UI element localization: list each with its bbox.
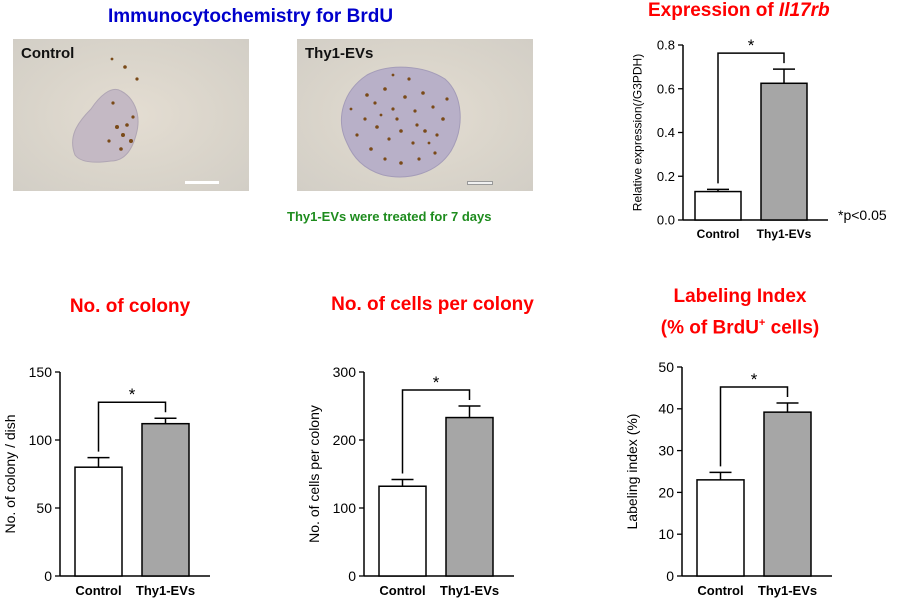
il17rb-title: Expression of Il17rb	[648, 0, 898, 22]
y-tick-label: 20	[658, 484, 674, 500]
x-tick-label: Control	[697, 583, 743, 598]
micrograph-control: Control	[13, 39, 249, 191]
significance-star: *	[751, 370, 758, 389]
x-tick-label: Control	[697, 227, 740, 241]
labeling-title-line2: (% of BrdU+ cells)	[640, 310, 840, 341]
pvalue-note: *p<0.05	[838, 207, 887, 223]
y-tick-label: 30	[658, 443, 674, 459]
y-tick-label: 50	[658, 359, 674, 375]
y-axis-label: No. of cells per colony	[306, 405, 322, 543]
x-tick-label: Thy1-EVs	[440, 583, 499, 598]
y-tick-label: 0	[44, 568, 52, 584]
x-tick-label: Control	[379, 583, 425, 598]
y-tick-label: 0.2	[657, 169, 675, 184]
y-tick-label: 40	[658, 401, 674, 417]
y-tick-label: 0.6	[657, 81, 675, 96]
treatment-note: Thy1-EVs were treated for 7 days	[287, 209, 492, 224]
labeling-title: Labeling Index (% of BrdU+ cells)	[640, 283, 840, 341]
y-tick-label: 100	[333, 500, 357, 516]
labeling-title-part-a: (% of BrdU	[660, 317, 759, 339]
significance-star: *	[129, 385, 136, 404]
y-tick-label: 0.8	[657, 38, 675, 53]
micrograph-thy1-image	[340, 66, 461, 178]
significance-star: *	[433, 373, 440, 392]
scale-bar	[185, 181, 219, 184]
y-tick-label: 10	[658, 526, 674, 542]
bar-control	[378, 485, 427, 577]
y-axis-label: No. of colony / dish	[2, 414, 18, 533]
icc-title: Immunocytochemistry for BrdU	[108, 6, 394, 27]
y-tick-label: 150	[29, 364, 53, 380]
il17rb-gene-name: Il17rb	[778, 0, 830, 21]
bar-thy1-evs	[445, 416, 494, 577]
significance-bracket	[719, 386, 789, 467]
bar-thy1-evs	[763, 411, 812, 577]
y-axis-label: Relative expression(/G3PDH)	[630, 54, 644, 211]
micrograph-thy1: Thy1-EVs	[297, 39, 533, 191]
x-tick-label: Thy1-EVs	[757, 227, 812, 241]
x-tick-label: Thy1-EVs	[136, 583, 195, 598]
labeling-title-line1: Labeling Index	[673, 286, 807, 307]
y-tick-label: 0.0	[657, 213, 675, 228]
y-tick-label: 0	[666, 568, 674, 584]
bar-thy1-evs	[141, 422, 190, 577]
significance-bracket	[717, 52, 785, 184]
bar-control	[696, 479, 745, 577]
micrograph-control-image	[72, 57, 139, 163]
labeling-title-part-b: cells)	[765, 317, 820, 339]
bar-control	[74, 466, 123, 577]
x-tick-label: Control	[75, 583, 121, 598]
il17rb-chart: 0.0 0.2 0.4 0.6 0.8 Relative expression(/G3PD…	[630, 36, 828, 241]
cells-title: No. of cells per colony	[331, 294, 534, 315]
colony-title: No. of colony	[69, 296, 191, 317]
y-tick-label: 300	[333, 364, 357, 380]
cells-chart: 0 100 200 300 No. of cells per colony Control…	[306, 364, 514, 598]
y-tick-label: 0	[348, 568, 356, 584]
il17rb-title-prefix: Expression of	[648, 0, 779, 21]
bar-thy1-evs	[760, 82, 808, 221]
y-tick-label: 100	[29, 432, 53, 448]
labeling-chart: 0 10 20 30 40 50 Labeling index (%) Control Thy1…	[624, 359, 832, 598]
x-tick-label: Thy1-EVs	[758, 583, 817, 598]
significance-bracket	[97, 401, 167, 452]
bar-control	[694, 190, 742, 221]
y-tick-label: 50	[36, 500, 52, 516]
significance-bracket	[401, 389, 471, 474]
scale-bar	[467, 181, 493, 185]
micrograph-thy1-label: Thy1-EVs	[305, 45, 374, 62]
micrograph-control-label: Control	[21, 45, 75, 62]
y-tick-label: 0.4	[657, 125, 675, 140]
y-tick-label: 200	[333, 432, 357, 448]
colony-chart: 0 50 100 150 No. of colony / dish Control Thy1…	[2, 364, 210, 598]
labeling-title-superscript: +	[758, 317, 766, 329]
significance-star: *	[748, 36, 755, 55]
y-axis-label: Labeling index (%)	[624, 414, 640, 530]
